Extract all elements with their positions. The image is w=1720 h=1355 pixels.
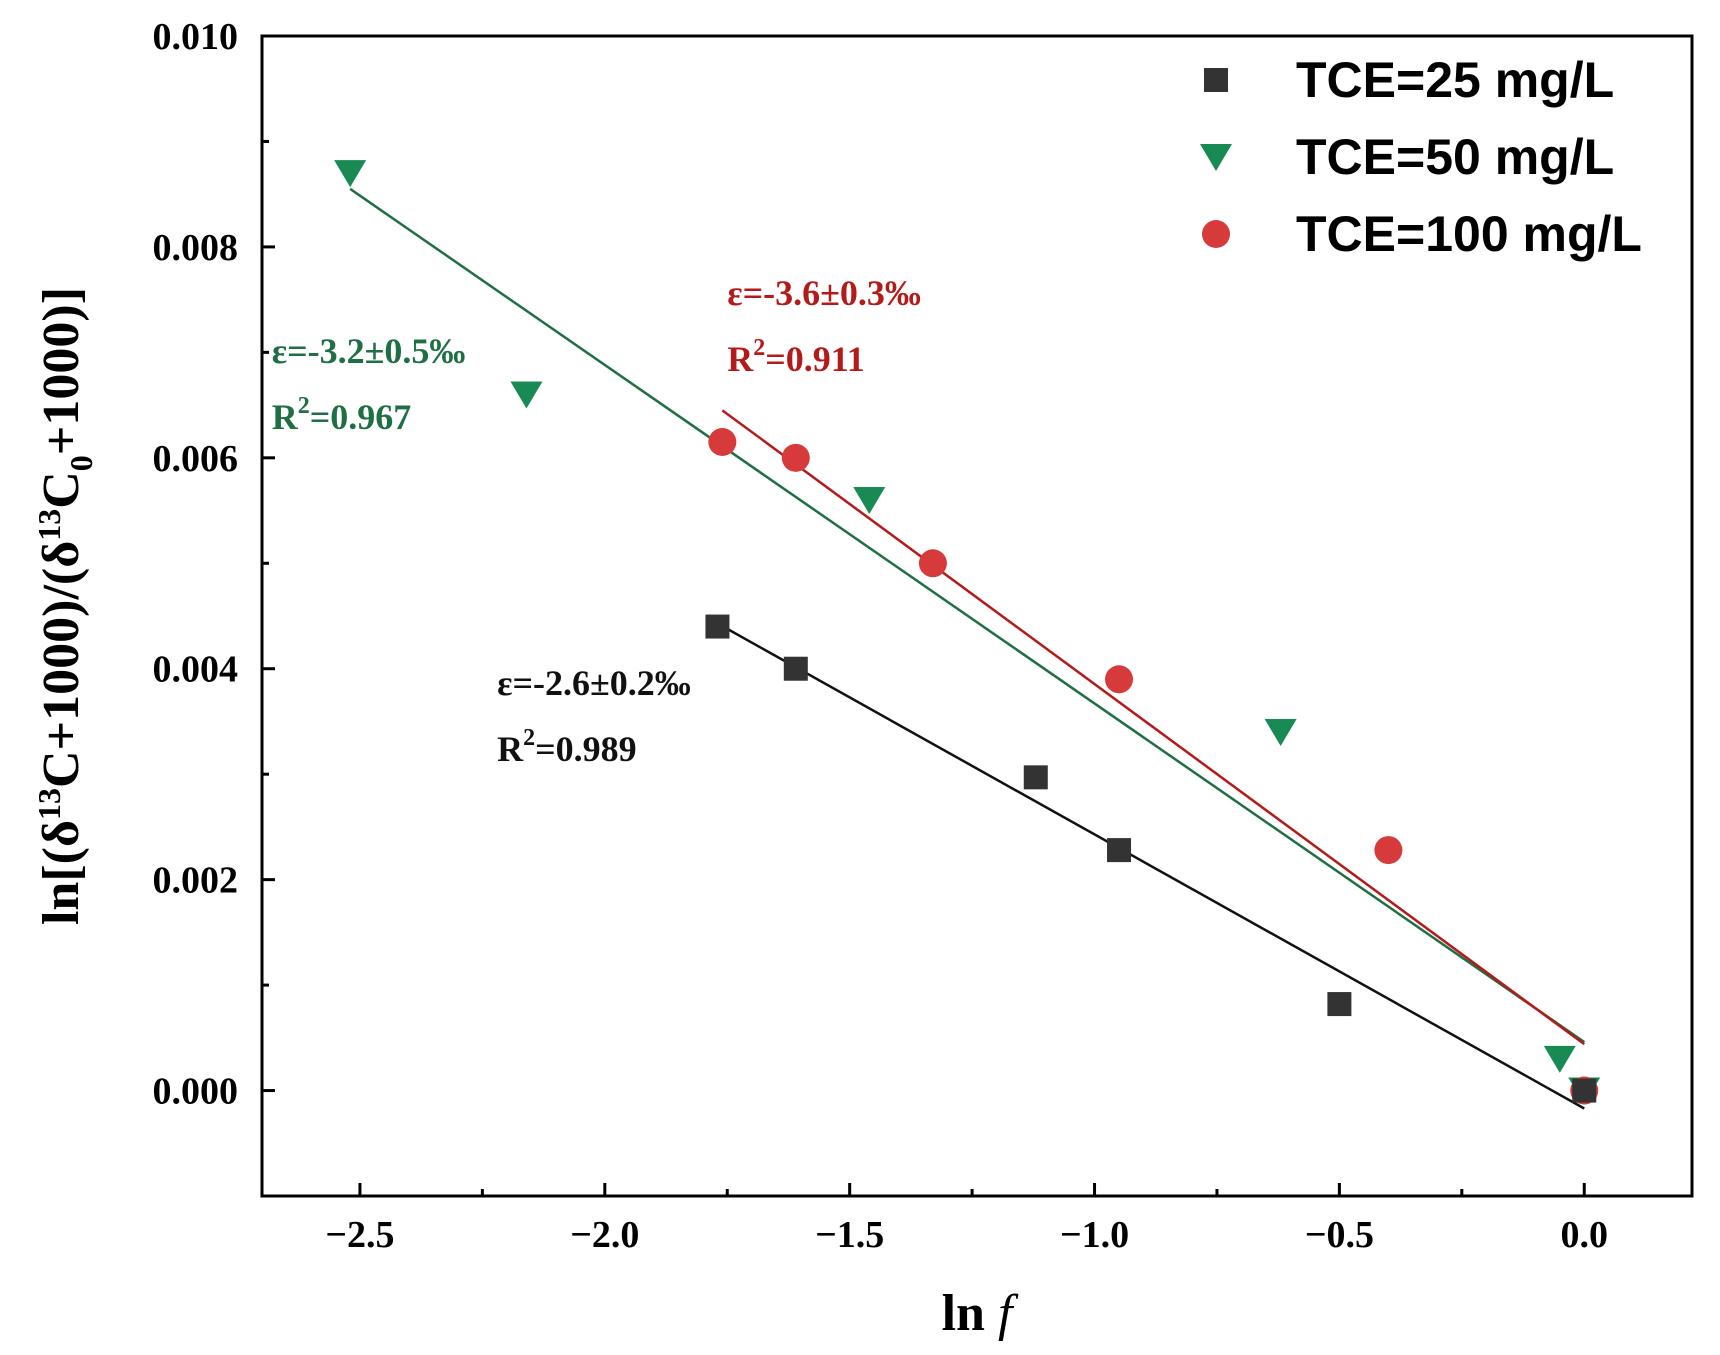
legend: TCE=25 mg/L TCE=50 mg/L TCE=100 mg/L (1200, 52, 1642, 262)
fit-line-3 (721, 409, 1586, 1046)
legend-marker-1 (1204, 68, 1228, 92)
data-point-series-2 (510, 381, 543, 409)
data-point-series-1 (1107, 838, 1132, 863)
y-tick-label: 0.000 (153, 1071, 239, 1113)
data-point-series-3 (708, 428, 737, 456)
plot-frame (260, 34, 1694, 1198)
data-point-series-3 (781, 443, 810, 472)
annotation-epsilon-3: ε=-3.6±0.3‰ (727, 273, 921, 313)
data-point-series-1 (783, 656, 808, 681)
data-point-series-3 (918, 549, 947, 578)
fit-line-1 (716, 622, 1585, 1110)
data-point-series-2 (334, 160, 367, 188)
legend-label-2: TCE=50 mg/L (1296, 129, 1614, 185)
fit-lines (349, 187, 1586, 1110)
x-tick-label: −0.5 (1305, 1214, 1374, 1256)
data-points (334, 160, 1601, 1105)
annotation-epsilon-1: ε=-2.6±0.2‰ (497, 663, 691, 703)
axis-ticks: −2.5 −2.0 −1.5 −1.0 −0.5 0.0 0.000 0.002 0.004 0.… (153, 16, 1609, 1256)
x-tick-label: −2.0 (570, 1214, 639, 1256)
fit-annotations: ε=-2.6±0.2‰ R2=0.989 ε=-3.2±0.5‰ R2=0.967 ε=… (272, 273, 921, 769)
data-point-series-3 (1105, 665, 1134, 694)
fit-line-2 (349, 187, 1585, 1044)
legend-label-3: TCE=100 mg/L (1296, 206, 1642, 262)
y-axis-title: ln[(δ13C+1000)/(δ13C0+1000)] (31, 287, 99, 925)
data-point-series-2 (1543, 1045, 1576, 1073)
data-point-series-3 (1374, 836, 1403, 865)
x-tick-label: −1.0 (1060, 1214, 1129, 1256)
data-point-series-1 (705, 614, 730, 639)
annotation-r2-1: R2=0.989 (497, 725, 637, 769)
legend-marker-3 (1202, 220, 1230, 248)
y-tick-label: 0.010 (153, 16, 239, 58)
data-point-series-1 (1023, 765, 1048, 790)
legend-marker-2 (1200, 144, 1232, 171)
data-point-series-2 (853, 487, 886, 514)
x-tick-label: 0.0 (1561, 1214, 1609, 1256)
x-axis-title: ln f (942, 1285, 1019, 1342)
y-tick-label: 0.002 (153, 860, 239, 902)
x-tick-label: −1.5 (815, 1214, 884, 1256)
annotation-r2-2: R2=0.967 (272, 393, 412, 437)
data-point-series-1 (1572, 1078, 1597, 1103)
y-tick-label: 0.006 (153, 438, 239, 480)
annotation-r2-3: R2=0.911 (727, 335, 865, 379)
legend-label-1: TCE=25 mg/L (1296, 52, 1614, 108)
x-tick-label: −2.5 (325, 1214, 394, 1256)
y-tick-label: 0.004 (153, 649, 239, 691)
y-tick-label: 0.008 (153, 227, 239, 269)
data-point-series-1 (1327, 992, 1352, 1017)
annotation-epsilon-2: ε=-3.2±0.5‰ (272, 331, 466, 371)
data-point-series-2 (1264, 719, 1297, 746)
